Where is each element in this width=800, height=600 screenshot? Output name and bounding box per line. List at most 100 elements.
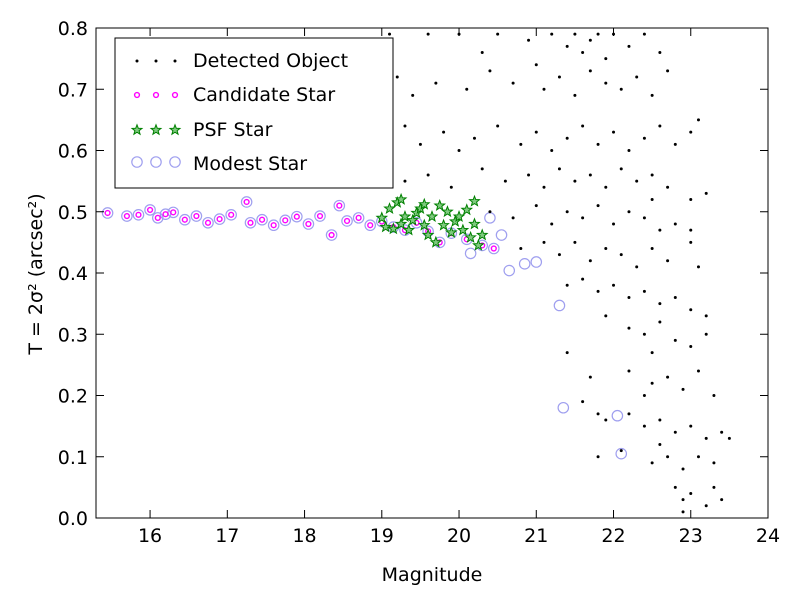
x-tick-label: 20 (447, 525, 471, 547)
y-tick-label: 0.3 (58, 324, 88, 346)
detected-object-point (673, 338, 677, 342)
detected-object-point (681, 498, 685, 502)
detected-object-point (588, 173, 592, 177)
legend-marker-psf-star (168, 123, 182, 136)
detected-object-point (411, 93, 415, 97)
modest-star-point (302, 218, 315, 230)
legend-label-psf: PSF Star (193, 119, 273, 141)
modest-star-point (159, 208, 172, 220)
modest-star-point (291, 210, 303, 223)
y-tick-label: 0.6 (58, 141, 88, 163)
detected-object-point (542, 185, 546, 189)
detected-object-point (696, 369, 700, 373)
legend-marker-modest-star (169, 156, 181, 168)
detected-object-point (658, 443, 662, 446)
detected-object-point (673, 222, 677, 226)
detected-object-point (642, 332, 646, 336)
detected-object-point (503, 179, 507, 183)
detected-object-point (480, 51, 484, 54)
detected-object-point (596, 142, 600, 146)
psf-star-point (402, 223, 416, 236)
detected-object-point (704, 332, 708, 336)
detected-object-point (673, 142, 677, 146)
detected-object-point (557, 253, 561, 257)
chart-marks (101, 32, 731, 514)
detected-object-point (604, 81, 608, 85)
detected-object-point (642, 394, 646, 397)
legend-marker-candidate-star (133, 91, 141, 99)
detected-object-point (534, 130, 538, 134)
detected-object-point (527, 38, 531, 42)
detected-object-point (650, 351, 654, 355)
legend-marker-candidate-star (171, 91, 179, 99)
psf-star-point (433, 199, 447, 211)
modest-star-point (179, 213, 191, 226)
psf-star-point (429, 235, 443, 248)
detected-object-point (426, 173, 430, 177)
legend-label-modest: Modest Star (193, 153, 307, 175)
detected-object-point (581, 216, 585, 220)
detected-object-point (720, 430, 724, 434)
detected-object-point (581, 124, 585, 128)
detected-object-point (573, 93, 577, 97)
candidate-star-point (181, 216, 188, 223)
detected-object-point (681, 510, 685, 514)
detected-object-point (542, 87, 546, 91)
detected-object-point (496, 32, 500, 36)
detected-object-point (658, 124, 662, 128)
candidate-star-point (193, 212, 200, 220)
candidate-star-point (355, 214, 362, 221)
detected-object-point (434, 81, 438, 85)
psf-star-point (398, 210, 412, 223)
candidate-star-point (243, 198, 250, 206)
detected-object-point (727, 436, 731, 440)
detected-object-point (635, 179, 639, 183)
candidate-star-point (146, 206, 154, 214)
psf-star-point (452, 210, 466, 223)
candidate-star-point (282, 217, 289, 224)
detected-object-point (650, 461, 654, 465)
detected-object-point (658, 320, 662, 324)
detected-object-point (689, 240, 693, 244)
legend-marker-psf-star (149, 123, 163, 136)
y-tick-label: 0.1 (58, 447, 88, 469)
modest-star-point (553, 299, 566, 312)
detected-object-point (612, 222, 616, 226)
detected-object-point (650, 198, 654, 201)
modest-star-point (101, 207, 114, 219)
legend-marker-modest-star (131, 156, 143, 168)
detected-object-point (642, 424, 646, 428)
legend-marker-detected-object (154, 59, 158, 63)
detected-object-point (712, 485, 716, 489)
detected-object-point (442, 130, 446, 134)
y-tick-label: 0.0 (58, 508, 88, 530)
detected-object-point (650, 381, 654, 385)
candidate-star-point (293, 213, 300, 220)
y-tick-label: 0.8 (58, 18, 88, 40)
modest-star-point (213, 213, 226, 225)
detected-object-point (704, 191, 708, 195)
detected-object-point (689, 308, 693, 312)
psf-star-point (475, 228, 489, 241)
detected-object-point (627, 412, 631, 416)
detected-object-point (472, 136, 476, 140)
detected-object-point (627, 369, 631, 373)
psf-star-point (421, 228, 435, 241)
modest-star-point (325, 229, 338, 241)
detected-object-point (588, 38, 592, 42)
modest-star-point (190, 210, 203, 222)
detected-object-point (573, 179, 577, 183)
detected-object-point (689, 424, 693, 428)
detected-object-point (596, 412, 600, 416)
detected-object-point (696, 455, 700, 459)
detected-object-point (635, 75, 639, 79)
detected-object-point (588, 375, 592, 379)
detected-object-point (696, 118, 700, 122)
detected-object-point (612, 130, 616, 134)
modest-star-point (530, 256, 543, 268)
detected-object-point (658, 228, 662, 232)
psf-star-point (456, 223, 470, 236)
detected-object-point (557, 75, 561, 79)
detected-object-point (480, 167, 484, 171)
detected-object-point (627, 210, 631, 214)
